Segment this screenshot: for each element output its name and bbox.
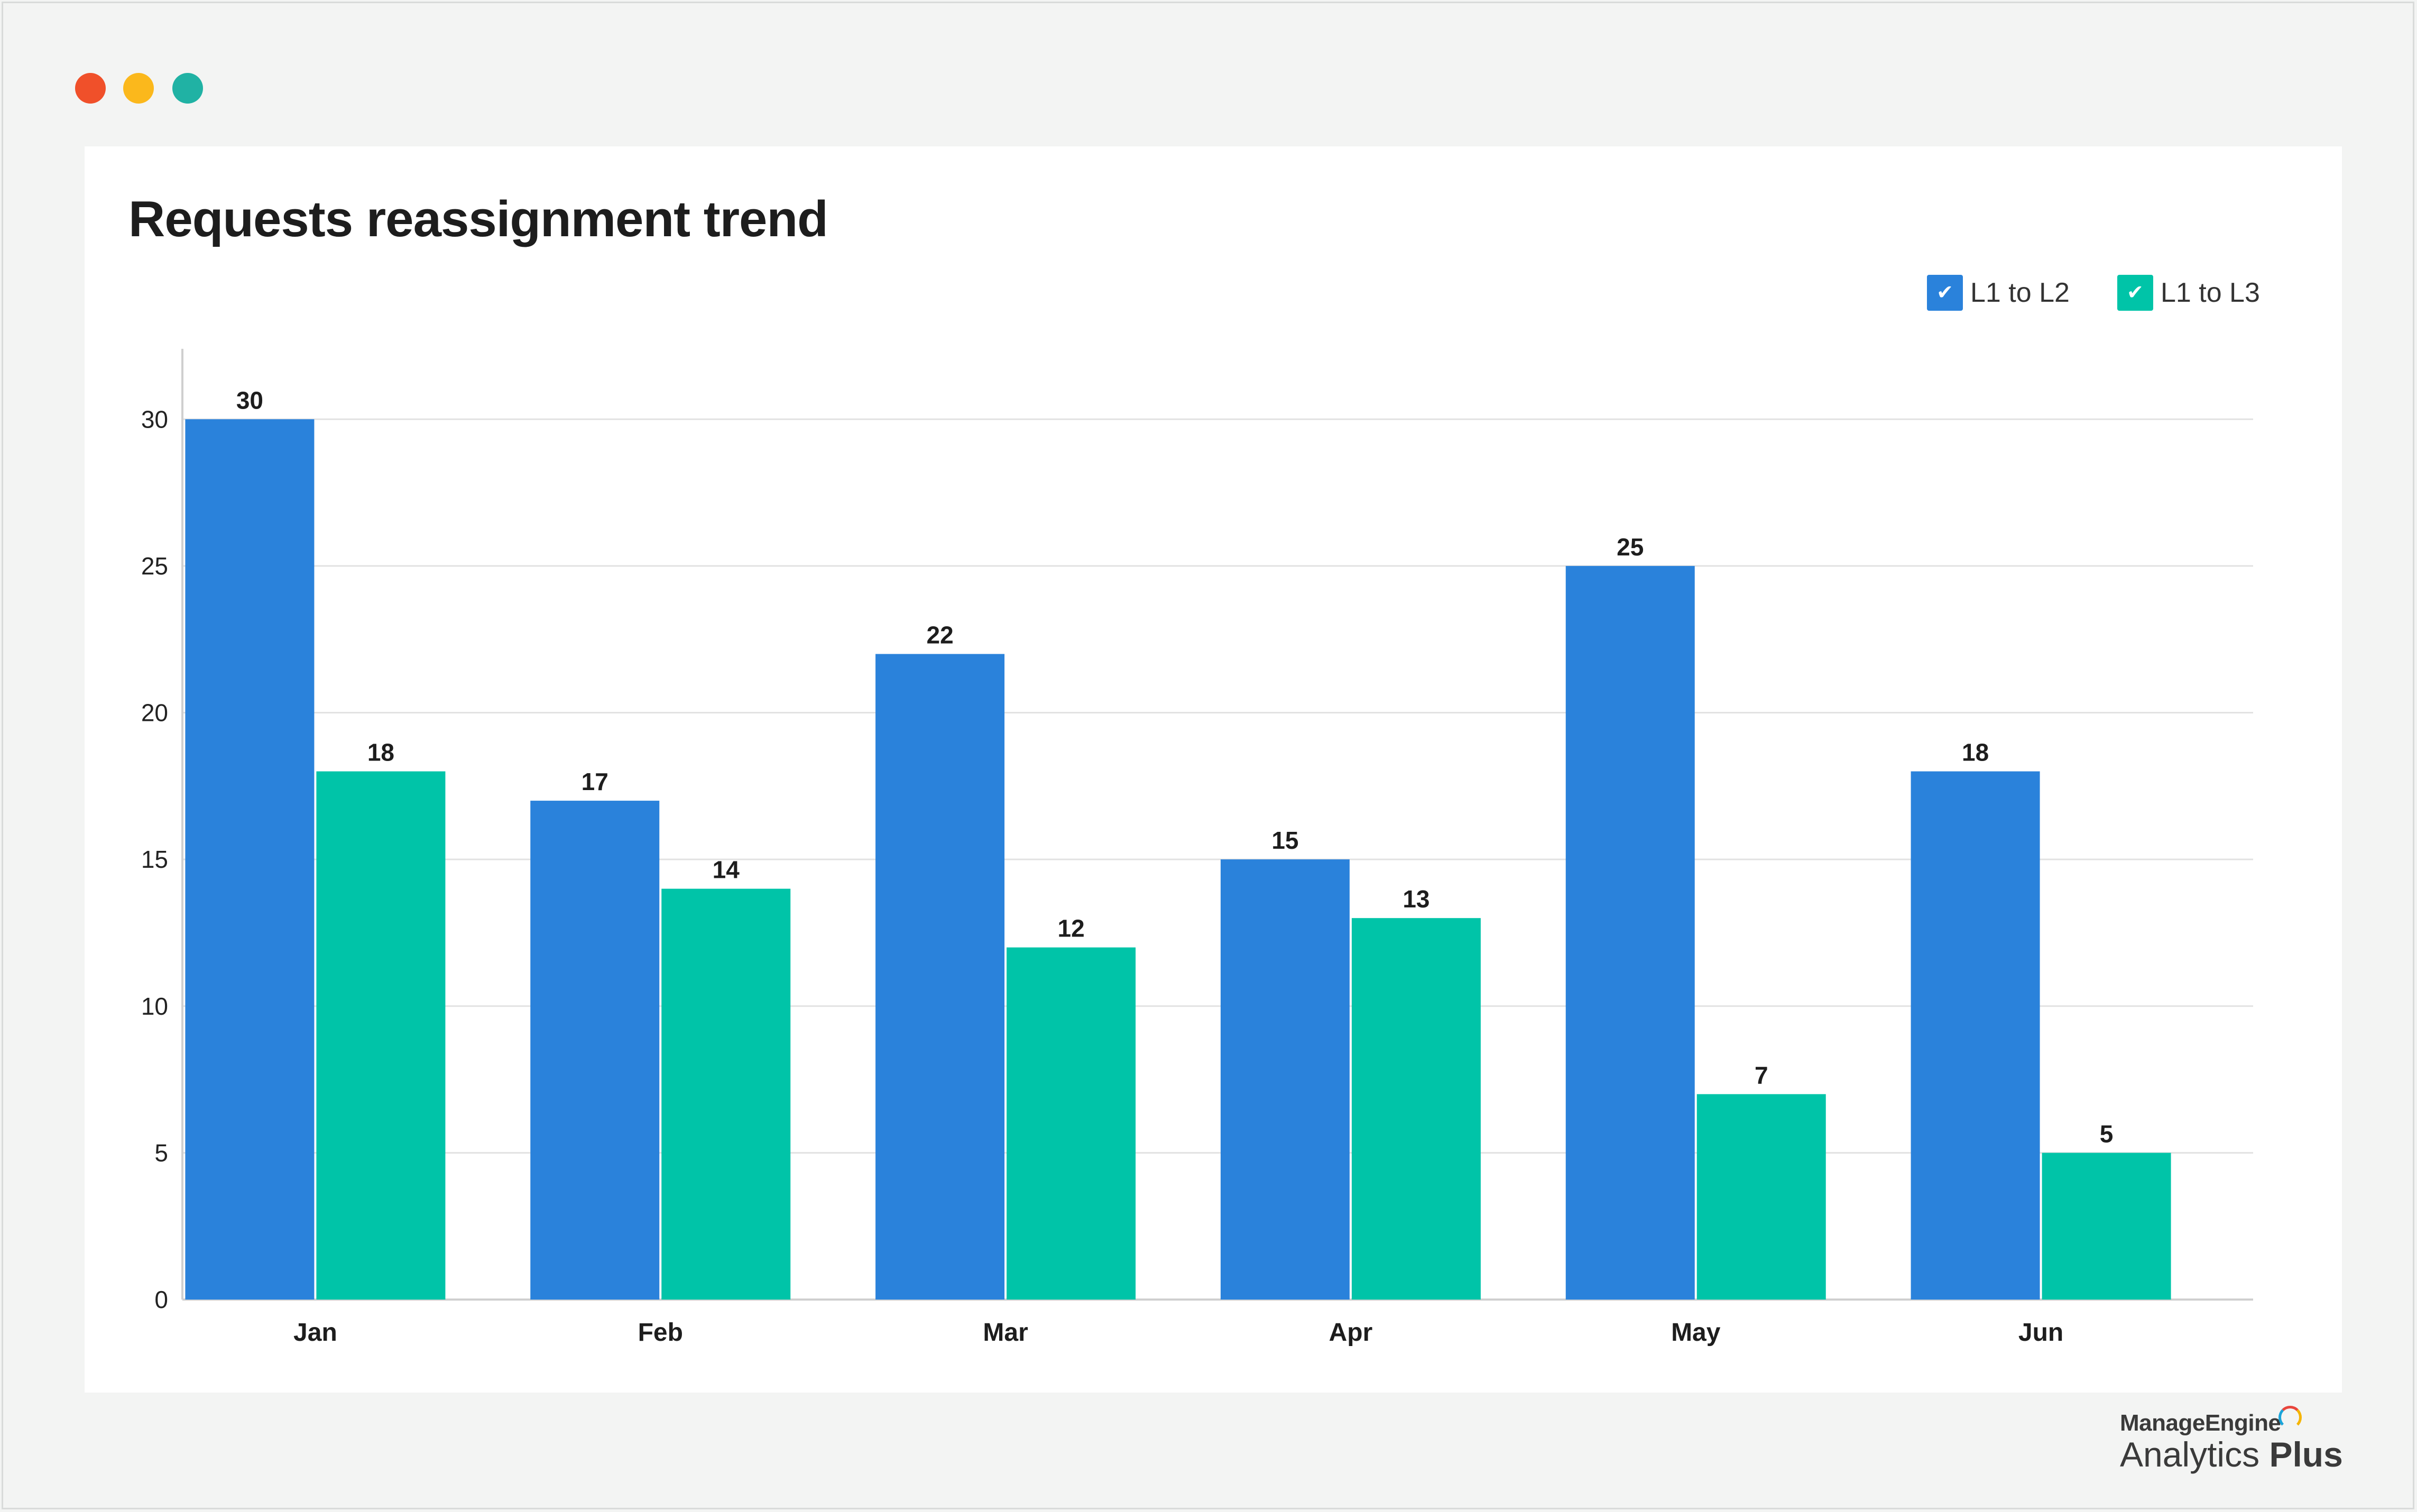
bar-l1-to-l3: [661, 888, 791, 1300]
check-icon: ✔: [1936, 282, 1953, 304]
x-tick-label: Jun: [2018, 1319, 2063, 1347]
data-label: 17: [582, 768, 608, 795]
bar-l1-to-l2: [530, 801, 660, 1300]
x-tick-label: May: [1671, 1319, 1721, 1347]
data-label: 5: [2100, 1120, 2114, 1147]
data-label: 22: [926, 621, 953, 648]
data-label: 25: [1617, 533, 1644, 561]
data-label: 13: [1403, 885, 1429, 913]
minimize-dot-icon[interactable]: [123, 73, 154, 104]
y-tick-label: 20: [141, 699, 168, 727]
y-tick-label: 25: [141, 552, 168, 580]
legend-item-l1-to-l3[interactable]: ✔ L1 to L3: [2117, 275, 2260, 311]
y-tick-label: 10: [141, 992, 168, 1020]
data-label: 15: [1271, 827, 1298, 854]
x-tick-label: Mar: [983, 1319, 1028, 1347]
check-icon: ✔: [2127, 282, 2144, 304]
brand-product-bold: Plus: [2269, 1435, 2343, 1474]
data-label: 18: [1962, 739, 1989, 766]
legend-label: L1 to L2: [1970, 277, 2070, 308]
bar-l1-to-l3: [1351, 918, 1481, 1300]
bar-l1-to-l2: [1220, 859, 1350, 1300]
data-label: 18: [367, 739, 394, 766]
bar-l1-to-l2: [185, 419, 315, 1300]
bar-l1-to-l3: [1696, 1094, 1826, 1300]
data-label: 7: [1755, 1061, 1768, 1089]
brand-company: ManageEngine: [2120, 1410, 2281, 1436]
brand-logo: ManageEngine Analytics Plus: [2120, 1406, 2343, 1474]
brand-product-light: Analytics: [2120, 1435, 2260, 1474]
y-tick-label: 30: [141, 405, 168, 433]
bar-l1-to-l3: [2042, 1153, 2171, 1300]
data-label: 14: [713, 856, 740, 884]
rainbow-arc-icon: [2278, 1406, 2302, 1429]
bar-l1-to-l2: [1565, 565, 1695, 1300]
data-label: 12: [1057, 915, 1084, 942]
x-tick-label: Jan: [293, 1319, 337, 1347]
x-tick-label: Apr: [1329, 1319, 1373, 1347]
data-label: 30: [236, 386, 263, 414]
close-dot-icon[interactable]: [75, 73, 106, 104]
legend-swatch-checkbox-icon[interactable]: ✔: [1927, 275, 1963, 311]
legend-swatch-checkbox-icon[interactable]: ✔: [2117, 275, 2153, 311]
legend-item-l1-to-l2[interactable]: ✔ L1 to L2: [1927, 275, 2070, 311]
maximize-dot-icon[interactable]: [172, 73, 203, 104]
y-tick-label: 5: [154, 1139, 168, 1166]
legend-label: L1 to L3: [2160, 277, 2260, 308]
bar-l1-to-l3: [316, 771, 446, 1300]
y-tick-label: 15: [141, 846, 168, 873]
brand-product: Analytics Plus: [2120, 1434, 2343, 1474]
bar-l1-to-l2: [875, 654, 1005, 1300]
bar-l1-to-l2: [1911, 771, 2040, 1300]
y-tick-label: 0: [154, 1286, 168, 1313]
x-tick-label: Feb: [638, 1319, 683, 1347]
bar-l1-to-l3: [1007, 947, 1136, 1300]
chart-title: Requests reassignment trend: [128, 191, 828, 247]
chart-legend: ✔ L1 to L2 ✔ L1 to L3: [1927, 275, 2260, 311]
